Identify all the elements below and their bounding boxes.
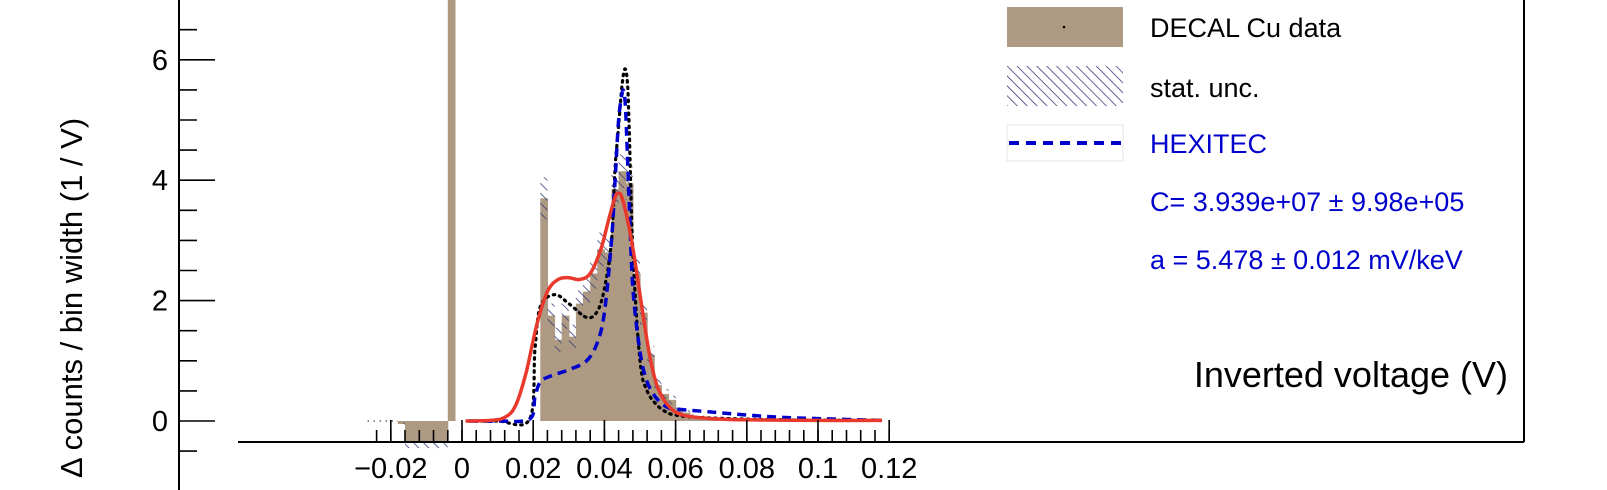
histogram-bar: [547, 315, 556, 421]
uncertainty-band: [540, 177, 548, 220]
uncertainty-band: [440, 442, 448, 449]
uncertainty-band: [604, 237, 612, 268]
histogram-bar: [440, 421, 449, 442]
uncertainty-band: [583, 278, 591, 305]
hexitec-curve: [469, 88, 883, 424]
x-tick-label: 0.02: [505, 453, 561, 485]
legend-swatch-unc: [1007, 66, 1123, 106]
legend: DECAL Cu data stat. unc. HEXITEC C= 3.93…: [1006, 7, 1464, 275]
histogram-bar: [583, 291, 591, 421]
uncertainty-band: [426, 442, 434, 449]
fit-curve: [465, 191, 883, 423]
uncertainty-band: [568, 324, 576, 349]
legend-data-marker: [1062, 25, 1066, 29]
uncertainty-band: [433, 442, 441, 449]
histogram-bar: [611, 189, 620, 421]
uncertainty-band: [618, 154, 626, 188]
x-tick-label: 0.12: [861, 453, 917, 485]
uncertainty-band: [661, 389, 669, 399]
black-dotted-curve: [467, 67, 884, 427]
y-axis-ticks: 0 2 4 6: [152, 28, 215, 452]
legend-swatch-hexitec-box: [1006, 124, 1124, 162]
uncertainty-band: [590, 258, 598, 289]
y-tick-label: 2: [152, 286, 168, 318]
fit-param-a: a = 5.478 ± 0.012 mV/keV: [1150, 245, 1463, 275]
histogram-bar: [575, 303, 584, 421]
x-axis-ticks: −0.02 0 0.02 0.04 0.06 0.08 0.1 0.12: [354, 420, 917, 485]
uncertainty-band: [668, 395, 676, 405]
y-tick-label: 4: [152, 165, 168, 197]
histogram-bar: [561, 315, 570, 421]
histogram-bar: [654, 384, 662, 421]
histogram-bar: [405, 421, 413, 442]
histogram-bar: [568, 336, 577, 421]
uncertainty-band: [412, 442, 420, 449]
y-tick-label: 6: [152, 45, 168, 77]
histogram-bar: [397, 421, 406, 424]
x-tick-label: 0.08: [719, 453, 775, 485]
uncertainty-band: [682, 410, 690, 415]
uncertainty-band: [405, 442, 413, 449]
legend-label-data: DECAL Cu data: [1150, 13, 1342, 43]
histogram-bar: [554, 339, 563, 421]
legend-label-hexitec: HEXITEC: [1150, 129, 1267, 159]
uncertainty-band: [419, 442, 427, 449]
histogram-bar: [426, 421, 435, 442]
histogram-bar: [625, 183, 634, 421]
fit-curves: [465, 67, 884, 427]
histogram-bars: [367, 0, 719, 442]
histogram-bar: [618, 171, 627, 421]
uncertainty-band: [561, 302, 569, 329]
uncertainty-band: [554, 327, 562, 352]
histogram-bar: [412, 421, 420, 442]
histogram-bar: [433, 421, 442, 442]
x-tick-label: 0.04: [576, 453, 632, 485]
fit-param-C: C= 3.939e+07 ± 9.98e+05: [1150, 187, 1464, 217]
x-tick-label: 0.06: [647, 453, 703, 485]
y-tick-label: 0: [152, 406, 168, 438]
y-axis-title: Δ counts / bin width (1 / V): [54, 118, 89, 478]
x-tick-label: 0.1: [798, 453, 838, 485]
legend-label-unc: stat. unc.: [1150, 73, 1260, 103]
uncertainty-band: [575, 290, 583, 317]
histogram-bar: [632, 273, 641, 421]
x-tick-label: −0.02: [354, 453, 427, 485]
histogram-bar: [540, 198, 548, 421]
histogram-bar: [604, 252, 613, 421]
histogram-bar: [419, 421, 427, 442]
histogram-bar: [447, 0, 456, 421]
uncertainty-band: [625, 166, 633, 201]
x-tick-label: 0: [454, 453, 470, 485]
uncertainty-band: [547, 303, 555, 328]
x-axis-title: Inverted voltage (V): [1194, 354, 1508, 395]
uncertainty-band: [397, 422, 405, 426]
